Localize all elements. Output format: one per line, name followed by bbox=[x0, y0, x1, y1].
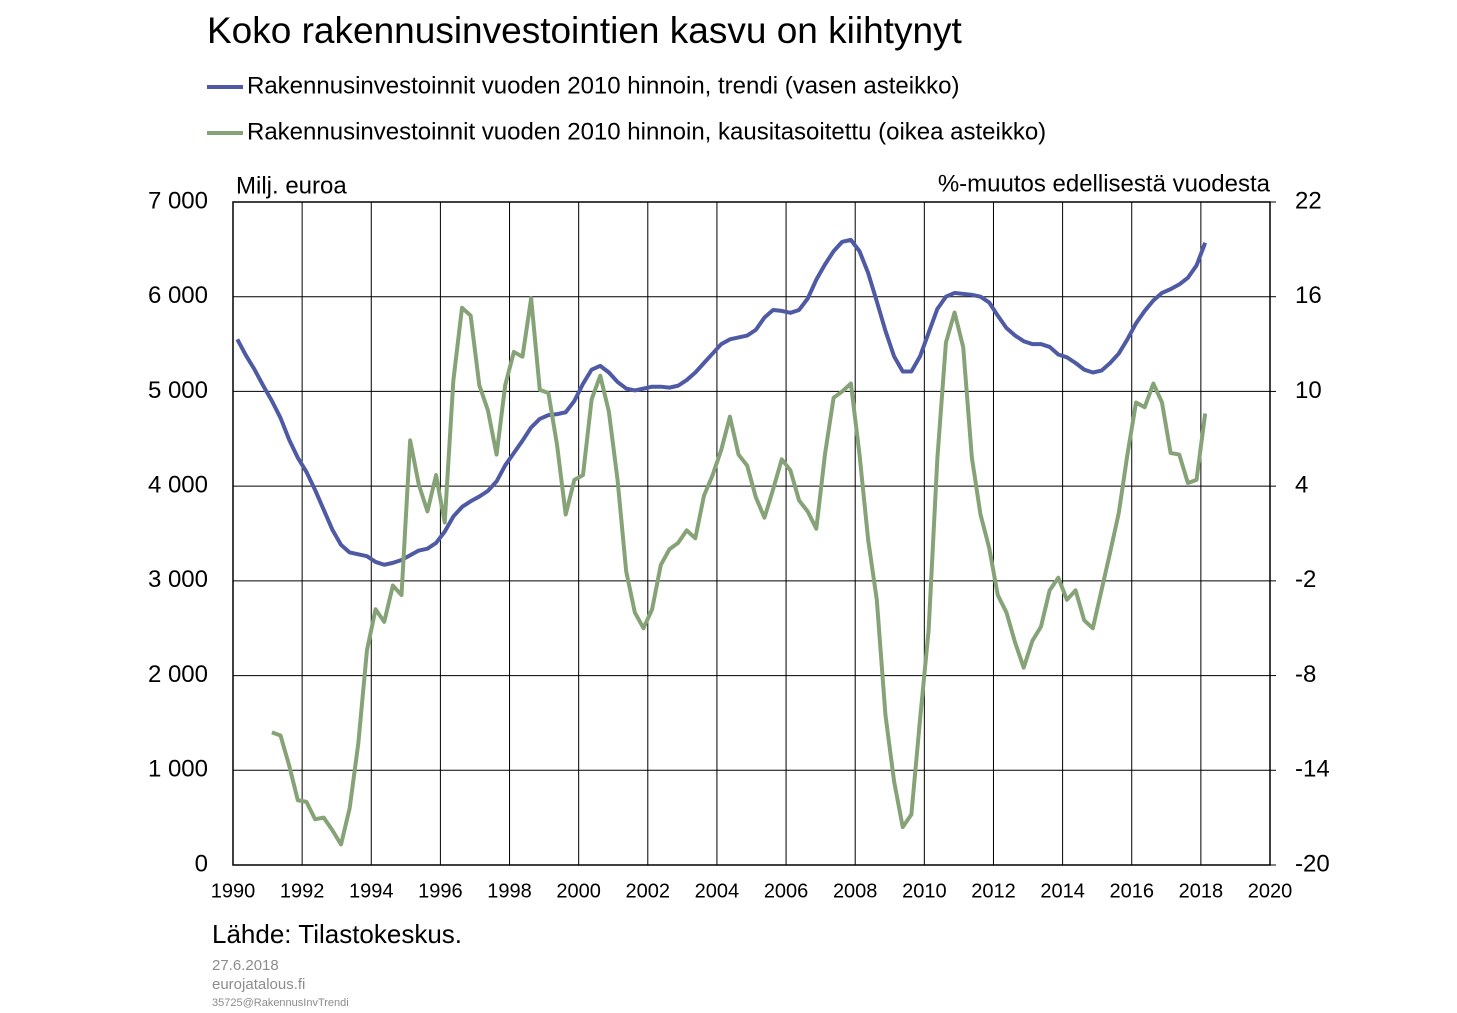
x-tick-label: 2006 bbox=[764, 880, 809, 902]
x-tick-label: 2010 bbox=[902, 880, 947, 902]
x-tick-label: 2014 bbox=[1040, 880, 1085, 902]
chart-title: Koko rakennusinvestointien kasvu on kiih… bbox=[207, 10, 963, 51]
legend-label: Rakennusinvestoinnit vuoden 2010 hinnoin… bbox=[247, 72, 959, 99]
x-tick-label: 2002 bbox=[626, 880, 671, 902]
footer-id: 35725@RakennusInvTrendi bbox=[212, 997, 349, 1009]
data-line bbox=[271, 296, 1208, 847]
y2-tick-label: -2 bbox=[1295, 566, 1316, 593]
plot-frame bbox=[232, 201, 1271, 866]
y-axis-label: Milj. euroa bbox=[236, 172, 347, 199]
y2-tick-label: 16 bbox=[1295, 282, 1322, 309]
y-tick-label: 7 000 bbox=[148, 187, 208, 214]
x-tick-label: 1998 bbox=[487, 880, 532, 902]
y-tick-label: 3 000 bbox=[148, 566, 208, 593]
footer-site: eurojatalous.fi bbox=[212, 976, 305, 993]
y-tick-label: 1 000 bbox=[148, 756, 208, 783]
footer-date: 27.6.2018 bbox=[212, 957, 279, 974]
x-tick-label: 2020 bbox=[1248, 880, 1293, 902]
source: Lähde: Tilastokeskus. bbox=[212, 919, 462, 949]
y2-tick-label: -8 bbox=[1295, 661, 1316, 688]
x-tick-label: 2016 bbox=[1109, 880, 1154, 902]
data-line bbox=[235, 237, 1208, 567]
legend-label: Rakennusinvestoinnit vuoden 2010 hinnoin… bbox=[247, 118, 1046, 145]
y-tick-label: 5 000 bbox=[148, 377, 208, 404]
y-tick-label: 6 000 bbox=[148, 282, 208, 309]
x-tick-label: 1990 bbox=[211, 880, 256, 902]
x-tick-label: 2004 bbox=[695, 880, 740, 902]
y-tick-label: 0 bbox=[195, 850, 208, 877]
y2-tick-label: 4 bbox=[1295, 471, 1308, 498]
y2-tick-label: 22 bbox=[1295, 187, 1322, 214]
y2-tick-label: 10 bbox=[1295, 377, 1322, 404]
y2-axis-label: %-muutos edellisestä vuodesta bbox=[938, 170, 1271, 197]
x-tick-label: 2008 bbox=[833, 880, 878, 902]
y-tick-label: 2 000 bbox=[148, 661, 208, 688]
x-tick-label: 1994 bbox=[349, 880, 394, 902]
x-tick-label: 2012 bbox=[971, 880, 1016, 902]
y2-tick-label: -14 bbox=[1295, 756, 1330, 783]
x-tick-label: 1996 bbox=[418, 880, 463, 902]
y2-tick-label: -20 bbox=[1295, 850, 1330, 877]
x-tick-label: 2000 bbox=[556, 880, 601, 902]
y-tick-label: 4 000 bbox=[148, 471, 208, 498]
x-tick-label: 1992 bbox=[280, 880, 325, 902]
x-tick-label: 2018 bbox=[1179, 880, 1224, 902]
